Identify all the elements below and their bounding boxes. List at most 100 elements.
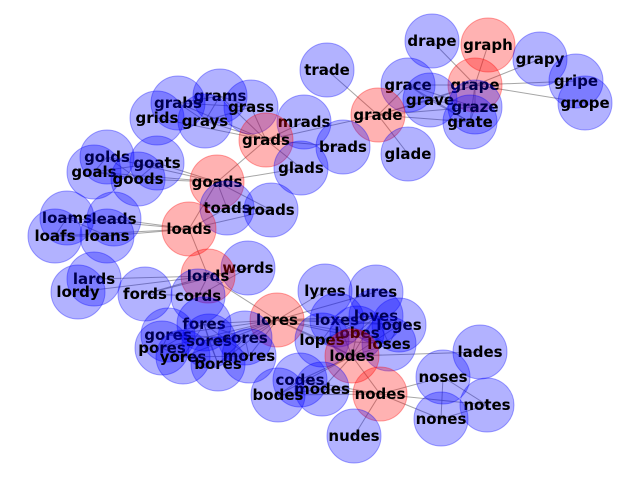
node-circle	[350, 87, 406, 143]
node-label: grope	[560, 94, 609, 112]
node-label: graze	[451, 98, 498, 116]
edge-goads-roads	[216, 181, 272, 211]
node-label: loses	[367, 335, 411, 353]
edge-fores-cores	[203, 323, 246, 339]
node-codes: codes	[272, 352, 328, 408]
node-label: goats	[133, 154, 180, 172]
node-words: words	[220, 240, 276, 296]
node-label: loges	[376, 316, 421, 334]
edge-grace-graze	[407, 84, 476, 108]
edge-goads-goods	[137, 178, 218, 183]
node-label: grate	[447, 113, 493, 131]
node-lures: lures	[348, 264, 404, 320]
edge-loxes-loses	[336, 319, 390, 345]
edge-fords-cords	[144, 293, 199, 297]
edge-lodes-lades	[351, 351, 481, 357]
edge-codes-modes	[299, 379, 323, 390]
node-nones: nones	[413, 391, 469, 447]
node-circle	[273, 140, 329, 196]
node-nudes: nudes	[326, 408, 382, 464]
node-circle	[177, 93, 233, 149]
edge-goads-glads	[216, 167, 302, 183]
edge-lords-lordy	[77, 275, 209, 293]
edge-gores-cores	[167, 334, 246, 339]
node-grate: grate	[442, 94, 498, 150]
node-label: mores	[223, 347, 276, 365]
node-label: grabs	[154, 94, 202, 112]
edge-lodes-loxes	[336, 319, 353, 357]
node-circle	[548, 53, 604, 109]
node-lades: lades	[452, 324, 508, 380]
edge-goads-toads	[216, 181, 228, 209]
node-circle	[512, 31, 568, 87]
node-label: lords	[187, 267, 230, 285]
edge-lodes-bodes	[277, 355, 353, 396]
node-circle	[221, 328, 277, 384]
node-sores: sores	[181, 313, 237, 369]
node-label: loams	[42, 209, 92, 227]
edge-lores-mores	[248, 319, 278, 357]
node-grabs: grabs	[150, 75, 206, 131]
node-circle	[180, 248, 236, 304]
edge-grams-grass	[219, 95, 252, 108]
node-circle	[250, 367, 306, 423]
node-label: goals	[71, 163, 116, 181]
node-label: trade	[304, 61, 350, 79]
node-notes: notes	[459, 377, 515, 433]
node-circle	[460, 17, 516, 73]
node-circle	[110, 151, 166, 207]
node-label: fores	[182, 315, 225, 333]
node-label: grapy	[516, 50, 565, 68]
node-circle	[249, 292, 305, 348]
node-label: grace	[384, 76, 431, 94]
node-drape: drape	[404, 13, 460, 69]
node-circle	[299, 42, 355, 98]
node-circle	[220, 240, 276, 296]
edge-nodes-nones	[379, 393, 442, 420]
edge-grade-grace	[377, 84, 409, 116]
node-lords: lords	[180, 248, 236, 304]
edge-grade-grave	[377, 99, 431, 116]
node-loams: loams	[39, 190, 95, 246]
node-label: graph	[463, 36, 513, 54]
node-circle	[117, 266, 173, 322]
edge-gores-sores	[167, 334, 210, 342]
node-circle	[557, 75, 613, 131]
node-label: glade	[385, 145, 432, 163]
node-label: golds	[84, 148, 130, 166]
edge-sores-bores	[208, 340, 219, 365]
edge-loads-loams	[66, 217, 190, 230]
node-label: nodes	[355, 385, 406, 403]
node-grace: grace	[380, 57, 436, 113]
edge-grape-grate	[469, 84, 476, 123]
edge-lores-lodes	[276, 319, 353, 357]
node-circle	[371, 297, 427, 353]
node-label: grads	[242, 131, 290, 149]
node-circle	[413, 391, 469, 447]
node-label: gripe	[554, 72, 598, 90]
edge-lodes-lobes	[351, 332, 358, 357]
node-lores: lores	[249, 292, 305, 348]
node-label: cords	[175, 287, 221, 305]
node-brads: brads	[315, 119, 371, 175]
node-lopes: lopes	[294, 312, 350, 368]
edge-gores-pores	[161, 334, 169, 349]
node-label: noses	[418, 368, 467, 386]
node-circle	[134, 320, 190, 376]
node-label: lores	[256, 311, 298, 329]
edge-fores-gores	[167, 323, 205, 336]
node-label: notes	[463, 396, 510, 414]
edge-toads-loads	[188, 207, 228, 230]
node-trade: trade	[299, 42, 355, 98]
node-circle	[140, 307, 196, 363]
node-label: bodes	[253, 386, 304, 404]
node-label: bores	[194, 355, 242, 373]
node-grape: grape	[447, 57, 503, 113]
node-grays: grays	[177, 93, 233, 149]
edge-nodes-codes	[299, 379, 381, 395]
node-loxes: loxes	[309, 292, 365, 348]
edge-grads-grams	[219, 95, 267, 141]
edge-grave-grate	[429, 99, 471, 123]
edge-nodes-nudes	[353, 393, 381, 437]
